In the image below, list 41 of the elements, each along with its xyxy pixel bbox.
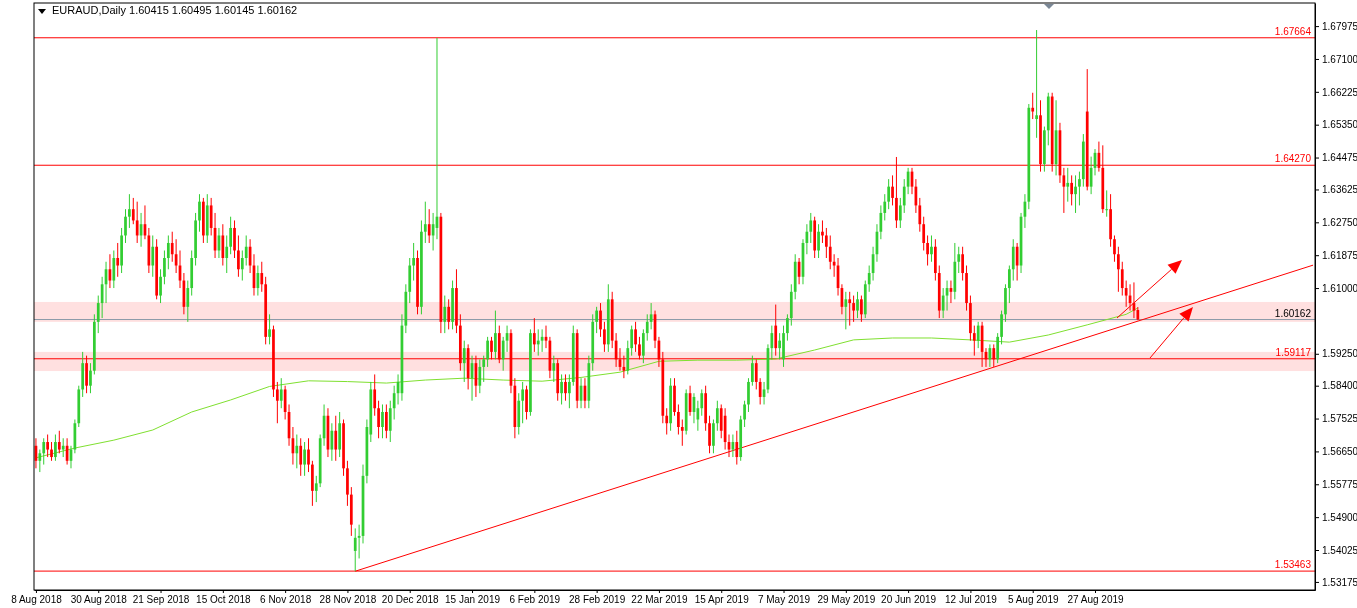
y-tick-label: 1.61875 bbox=[1322, 249, 1357, 261]
y-tick-label: 1.56650 bbox=[1322, 446, 1357, 458]
ref-line-label: 1.60162 bbox=[1274, 307, 1312, 319]
x-tick-label: 6 Feb 2019 bbox=[509, 594, 561, 606]
x-tick-label: 28 Nov 2018 bbox=[319, 594, 377, 606]
y-tick-label: 1.65350 bbox=[1322, 119, 1357, 131]
x-tick-label: 20 Dec 2018 bbox=[381, 594, 440, 606]
y-tick-label: 1.59250 bbox=[1322, 348, 1357, 360]
x-tick-label: 6 Nov 2018 bbox=[260, 594, 312, 606]
x-tick-label: 8 Aug 2018 bbox=[11, 594, 63, 606]
y-tick-label: 1.64475 bbox=[1322, 152, 1357, 164]
y-tick-label: 1.63625 bbox=[1322, 184, 1357, 196]
x-tick-label: 28 Feb 2019 bbox=[569, 594, 626, 606]
x-tick-label: 21 Sep 2018 bbox=[132, 594, 190, 606]
ref-line-label: 1.53463 bbox=[1274, 559, 1312, 571]
x-tick-label: 7 May 2019 bbox=[757, 594, 811, 606]
y-tick-label: 1.67975 bbox=[1322, 20, 1357, 32]
x-tick-label: 12 Jul 2019 bbox=[945, 594, 998, 606]
y-tick-label: 1.58400 bbox=[1322, 380, 1357, 392]
chart-title: EURAUD,Daily 1.60415 1.60495 1.60145 1.60162 bbox=[52, 4, 298, 16]
y-tick-label: 1.57525 bbox=[1322, 413, 1357, 425]
x-tick-label: 30 Aug 2018 bbox=[70, 594, 128, 606]
x-tick-label: 15 Oct 2018 bbox=[196, 594, 252, 606]
y-tick-label: 1.54900 bbox=[1322, 511, 1357, 523]
x-tick-label: 15 Apr 2019 bbox=[694, 594, 750, 606]
ref-line-label: 1.64270 bbox=[1274, 153, 1312, 165]
x-tick-label: 20 Jun 2019 bbox=[881, 594, 937, 606]
y-tick-label: 1.53175 bbox=[1322, 576, 1357, 588]
x-tick-label: 15 Jan 2019 bbox=[445, 594, 501, 606]
y-tick-label: 1.62750 bbox=[1322, 217, 1357, 229]
x-tick-label: 5 Aug 2019 bbox=[1007, 594, 1059, 606]
y-tick-label: 1.55775 bbox=[1322, 478, 1357, 490]
y-tick-label: 1.54025 bbox=[1322, 544, 1357, 556]
y-tick-label: 1.67100 bbox=[1322, 53, 1357, 65]
x-tick-label: 27 Aug 2019 bbox=[1067, 594, 1125, 606]
x-tick-label: 29 May 2019 bbox=[817, 594, 876, 606]
y-tick-label: 1.61000 bbox=[1322, 282, 1357, 294]
ref-line-label: 1.59117 bbox=[1275, 346, 1312, 358]
x-tick-label: 22 Mar 2019 bbox=[631, 594, 688, 606]
y-tick-label: 1.66225 bbox=[1322, 86, 1357, 98]
ref-line-label: 1.67664 bbox=[1274, 25, 1312, 37]
